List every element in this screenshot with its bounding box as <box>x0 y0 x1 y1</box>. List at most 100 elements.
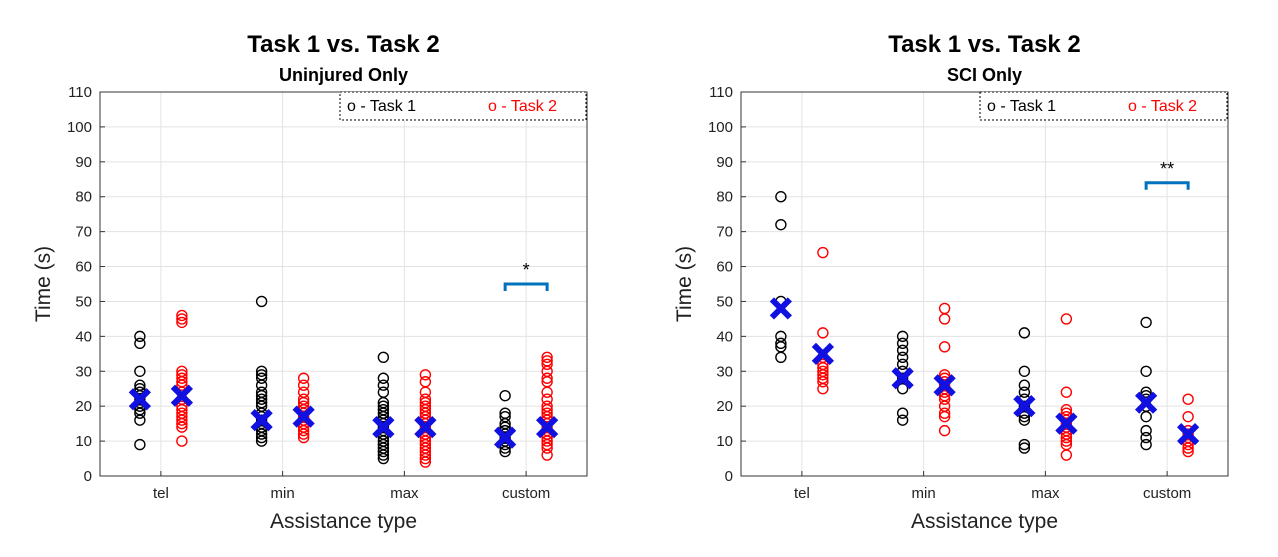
task1-point-custom <box>1140 410 1152 423</box>
task2-point-tel <box>817 327 829 339</box>
x-tick-label-custom: custom <box>502 485 550 502</box>
task1-point-min <box>255 431 268 444</box>
task1-point-custom <box>499 445 511 458</box>
mean-marker-task2-min <box>292 405 315 428</box>
task1-point-min <box>255 435 268 447</box>
chart-subtitle: Uninjured Only <box>279 65 408 85</box>
mean-marker-task1-custom <box>494 426 517 449</box>
x-tick-label-max: max <box>390 485 419 502</box>
mean-marker-task1-max <box>1013 395 1036 418</box>
task1-point-max <box>377 449 390 461</box>
mean-marker-task2-custom <box>536 416 559 439</box>
mean-marker-task1-custom <box>1135 391 1158 414</box>
mean-stroke <box>1177 422 1200 446</box>
task1-point-max <box>377 452 390 465</box>
x-tick-label-custom: custom <box>1143 485 1191 502</box>
y-tick-label: 90 <box>75 154 92 171</box>
task2-point-tel <box>176 379 188 391</box>
legend-entry-task2: o - Task 2 <box>488 98 557 115</box>
y-tick-label: 90 <box>716 154 733 171</box>
task2-point-custom <box>541 358 553 370</box>
x-axis-label: Assistance type <box>911 510 1058 533</box>
y-tick-label: 30 <box>716 363 733 380</box>
y-axis-label: Time (s) <box>32 246 55 322</box>
y-tick-label: 40 <box>75 328 92 345</box>
task1-point-tel <box>134 414 146 426</box>
mean-stroke <box>891 367 914 390</box>
task1-point-max <box>1018 365 1031 377</box>
task1-point-min <box>896 351 909 364</box>
chart-panel-uninjured: Task 1 vs. Task 2 Uninjured Only 0 10 20 30 40… <box>32 31 588 533</box>
task1-point-tel <box>134 337 146 350</box>
task1-point-custom <box>1140 365 1152 377</box>
x-tick-label-tel: tel <box>153 485 169 502</box>
task2-point-custom <box>1182 445 1194 458</box>
y-tick-label: 10 <box>716 433 733 450</box>
task2-point-tel <box>176 309 188 322</box>
y-tick-label: 60 <box>75 259 92 276</box>
y-tick-label: 20 <box>75 398 92 415</box>
legend-entry-task1: o - Task 1 <box>347 98 416 115</box>
y-tick-label: 50 <box>75 293 92 310</box>
task2-point-custom <box>541 386 553 398</box>
x-tick-label-min: min <box>271 485 295 502</box>
task2-point-max <box>1060 435 1073 447</box>
mean-marker-task2-max <box>414 416 437 439</box>
mean-marker-task2-tel <box>811 342 834 365</box>
y-tick-label: 80 <box>75 189 92 206</box>
chart-panel-sci: Task 1 vs. Task 2 SCI Only 0 10 20 30 40 50 60 70… <box>673 31 1229 533</box>
task1-point-custom <box>1140 316 1152 329</box>
mean-marker-task2-tel <box>170 384 193 407</box>
mean-stroke <box>1013 395 1036 418</box>
significance-bracket <box>503 282 549 291</box>
mean-marker-task1-min <box>891 367 914 390</box>
task1-point-min <box>255 428 268 440</box>
task2-point-custom <box>1182 442 1194 454</box>
task2-point-tel <box>176 435 188 447</box>
task2-point-tel <box>817 246 829 259</box>
task2-point-custom <box>541 449 553 461</box>
task1-point-min <box>255 393 268 405</box>
task1-point-max <box>377 379 390 391</box>
task2-point-custom <box>541 442 553 454</box>
y-tick-label: 110 <box>709 84 733 101</box>
task2-point-custom <box>541 351 553 364</box>
task1-point-max <box>377 445 390 458</box>
task1-point-min <box>255 372 268 384</box>
mean-stroke <box>769 297 792 320</box>
task2-point-tel <box>176 316 188 329</box>
task2-point-min <box>938 313 951 325</box>
x-axis-label: Assistance type <box>270 510 417 533</box>
task2-point-tel <box>817 376 829 388</box>
task2-point-custom <box>1182 393 1194 405</box>
y-tick-label: 70 <box>716 224 733 241</box>
task1-point-max <box>1018 442 1031 454</box>
task1-point-custom <box>1140 431 1152 444</box>
y-tick-label: 100 <box>708 119 733 136</box>
y-tick-label: 70 <box>75 224 92 241</box>
task2-point-min <box>938 393 951 405</box>
legend-box <box>979 91 1228 121</box>
task2-point-max <box>1060 386 1073 398</box>
task2-point-min <box>938 424 951 437</box>
y-tick-label: 50 <box>716 293 733 310</box>
task1-point-custom <box>1140 424 1152 437</box>
x-tick-label-max: max <box>1031 485 1060 502</box>
mean-stroke <box>933 374 956 397</box>
task2-point-tel <box>176 417 188 430</box>
y-tick-label: 100 <box>67 119 92 136</box>
task2-point-tel <box>176 372 188 384</box>
mean-stroke <box>1135 391 1158 414</box>
plot-area <box>741 92 1228 476</box>
task2-point-min <box>297 424 310 437</box>
significance-label: * <box>523 260 530 280</box>
task2-point-tel <box>176 313 188 325</box>
task1-point-max <box>1018 410 1031 423</box>
task1-point-min <box>896 344 909 357</box>
mean-marker-task2-max <box>1055 412 1078 435</box>
task1-point-min <box>896 337 909 350</box>
task2-point-min <box>938 341 951 353</box>
task2-point-max <box>1060 313 1073 325</box>
task2-point-max <box>1060 449 1073 461</box>
significance-bracket <box>1144 181 1190 190</box>
